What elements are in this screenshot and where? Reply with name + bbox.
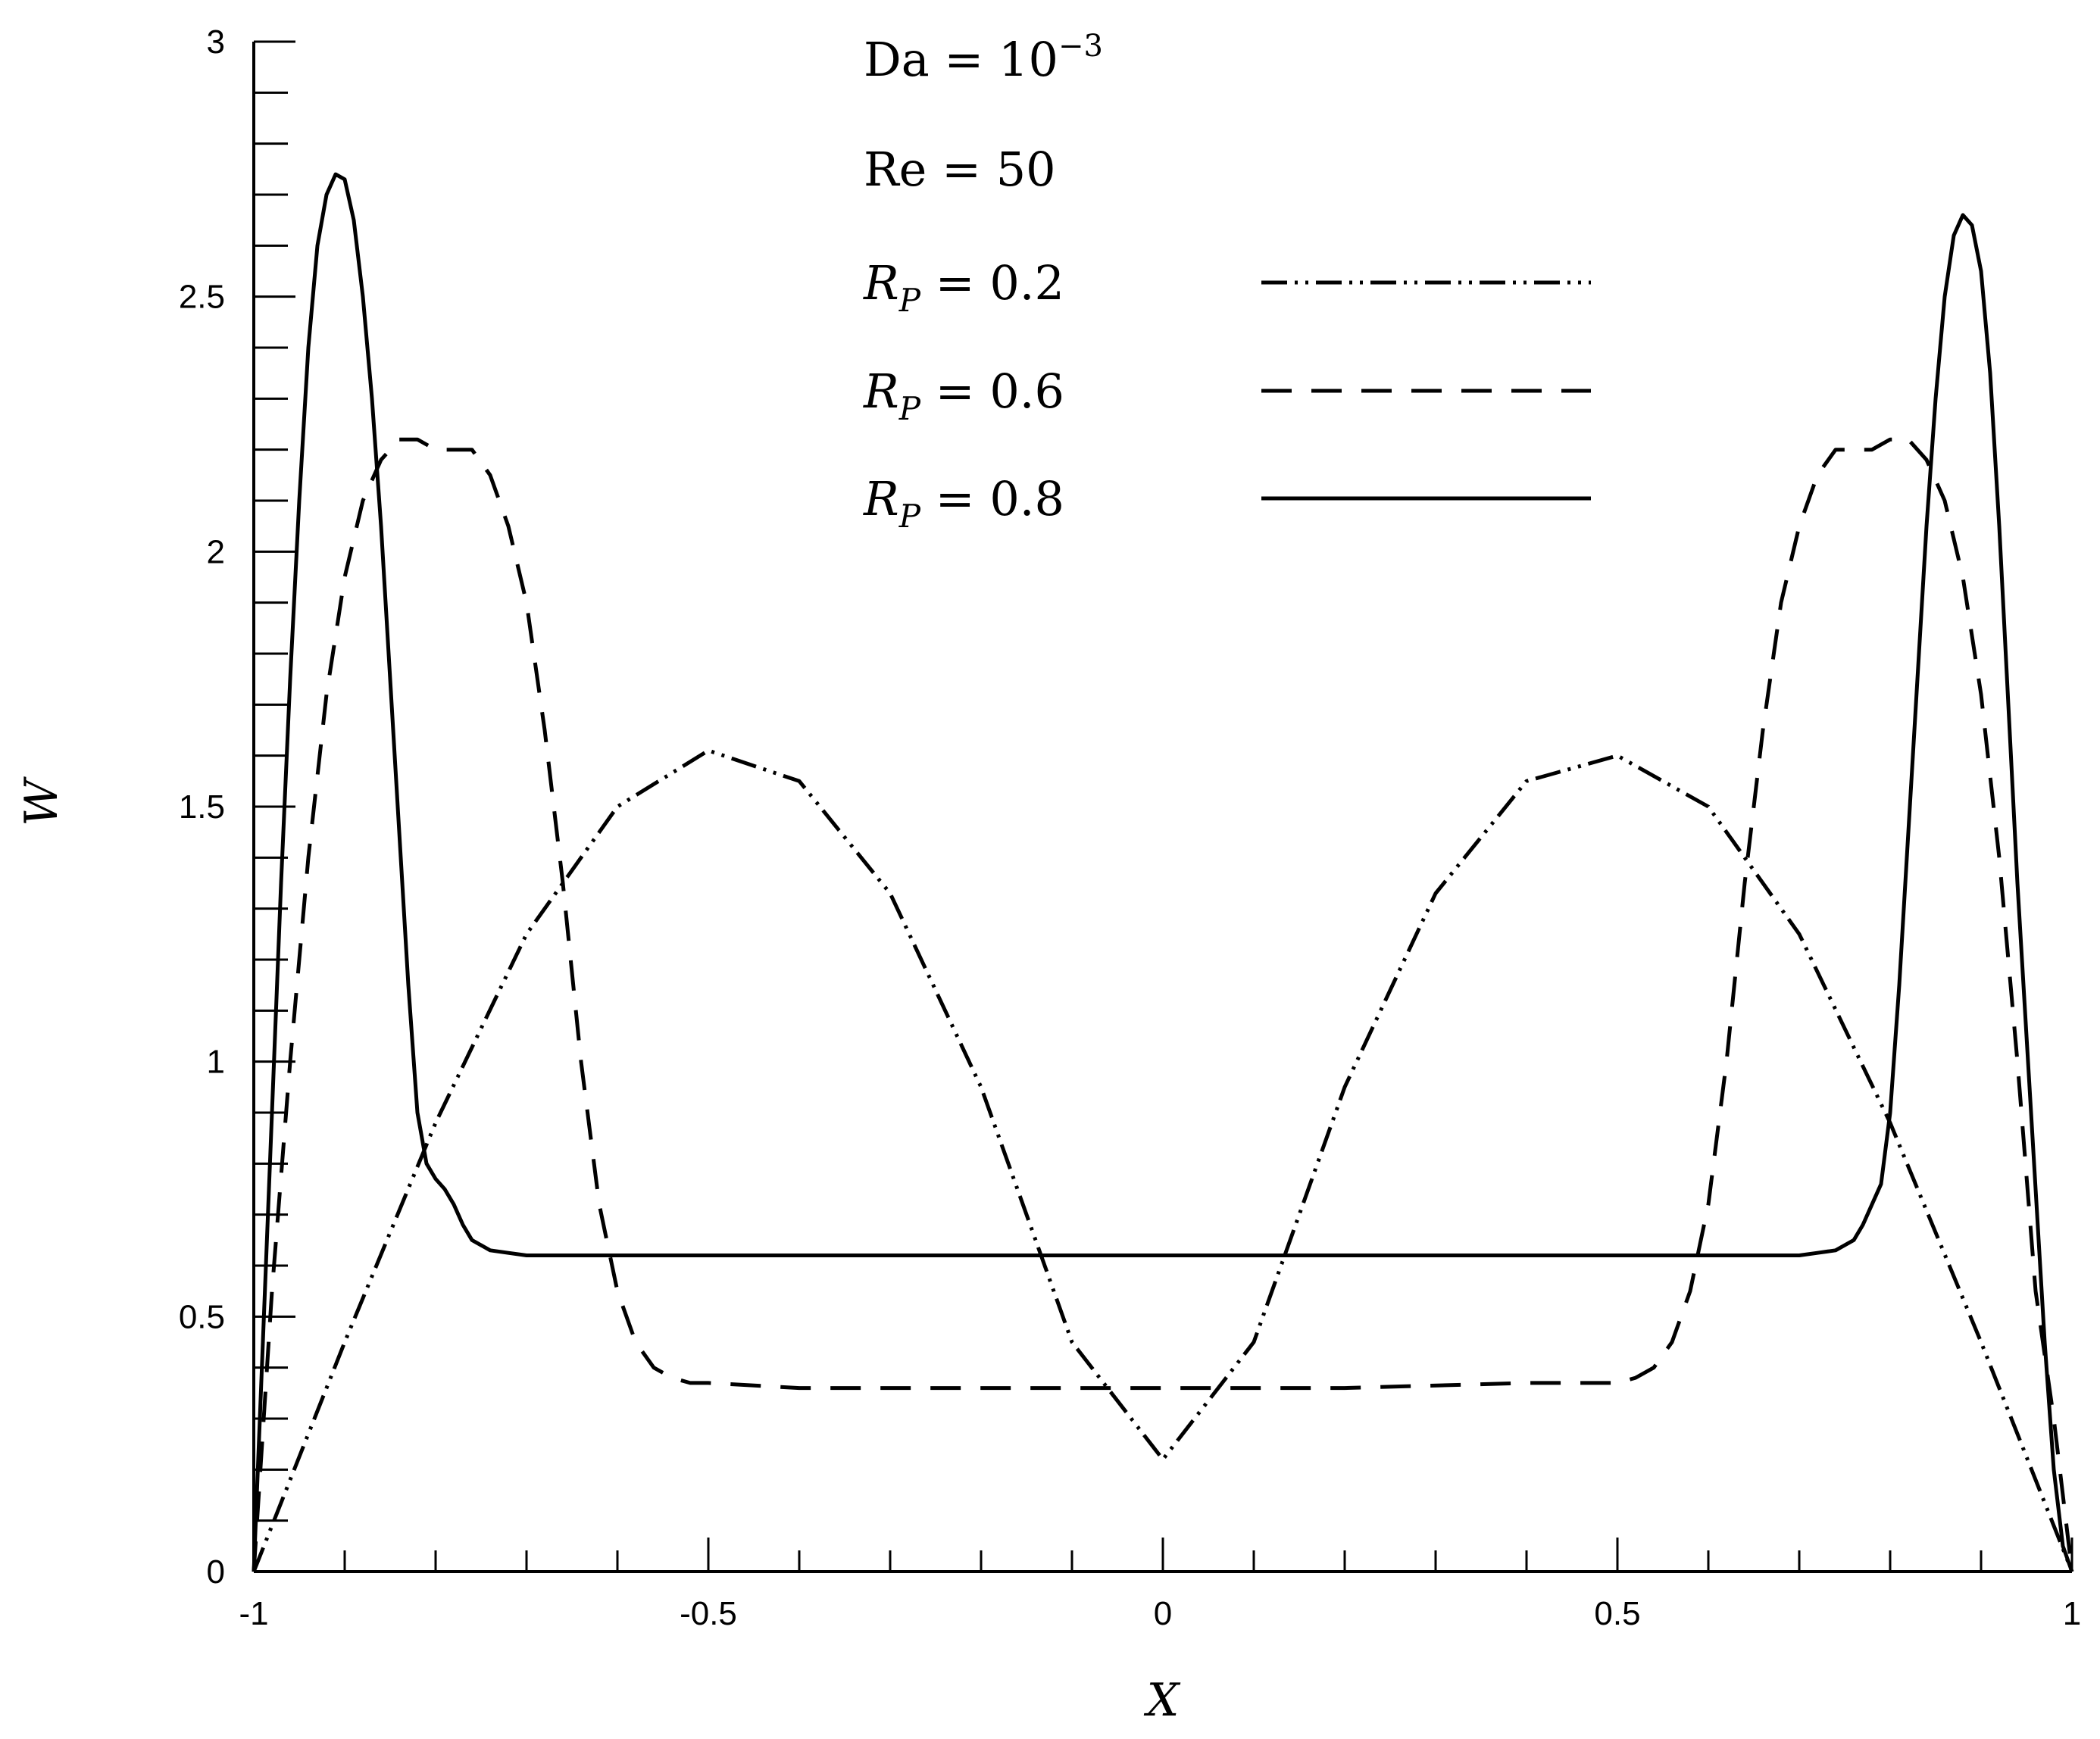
x-tick-label: 1 bbox=[2063, 1595, 2081, 1632]
series-line-dashed bbox=[252, 437, 2074, 1572]
x-tick-label: 0.5 bbox=[1594, 1595, 1640, 1632]
y-tick-label: 2.5 bbox=[179, 279, 225, 316]
legend-label: RP = 0.8 bbox=[863, 471, 1064, 535]
y-tick-label: 3 bbox=[207, 23, 225, 61]
annotation-text: Re = 50 bbox=[864, 142, 1056, 197]
annotation-text: Da = 10−3 bbox=[864, 29, 1103, 87]
series-lines bbox=[252, 172, 2074, 1572]
y-tick-label: 1.5 bbox=[179, 788, 225, 826]
series-line-dash-dot-dot bbox=[252, 748, 2074, 1572]
x-tick-label: -1 bbox=[239, 1595, 268, 1632]
legend-label: RP = 0.6 bbox=[863, 364, 1064, 427]
x-tick-label: -0.5 bbox=[680, 1595, 737, 1632]
chart-annotations: Da = 10−3 Re = 50 bbox=[864, 29, 1103, 197]
axes bbox=[252, 42, 2072, 1573]
x-axis-title: X bbox=[1144, 1674, 1181, 1727]
y-tick-label: 2 bbox=[207, 533, 225, 570]
y-axis-title: W bbox=[15, 776, 68, 826]
y-tick-label: 0.5 bbox=[179, 1298, 225, 1335]
series-line-solid bbox=[252, 172, 2074, 1572]
x-tick-label: 0 bbox=[1154, 1595, 1172, 1632]
tick-marks bbox=[252, 40, 2073, 1573]
tick-labels: -1 -0.5 0 0.5 1 0 0.5 1 1.5 2 2.5 3 bbox=[179, 23, 2081, 1632]
y-tick-label: 1 bbox=[207, 1044, 225, 1081]
legend-label: RP = 0.2 bbox=[863, 255, 1064, 319]
legend: RP = 0.2 RP = 0.6 RP = 0.8 bbox=[863, 255, 1591, 535]
y-tick-label: 0 bbox=[207, 1553, 225, 1591]
